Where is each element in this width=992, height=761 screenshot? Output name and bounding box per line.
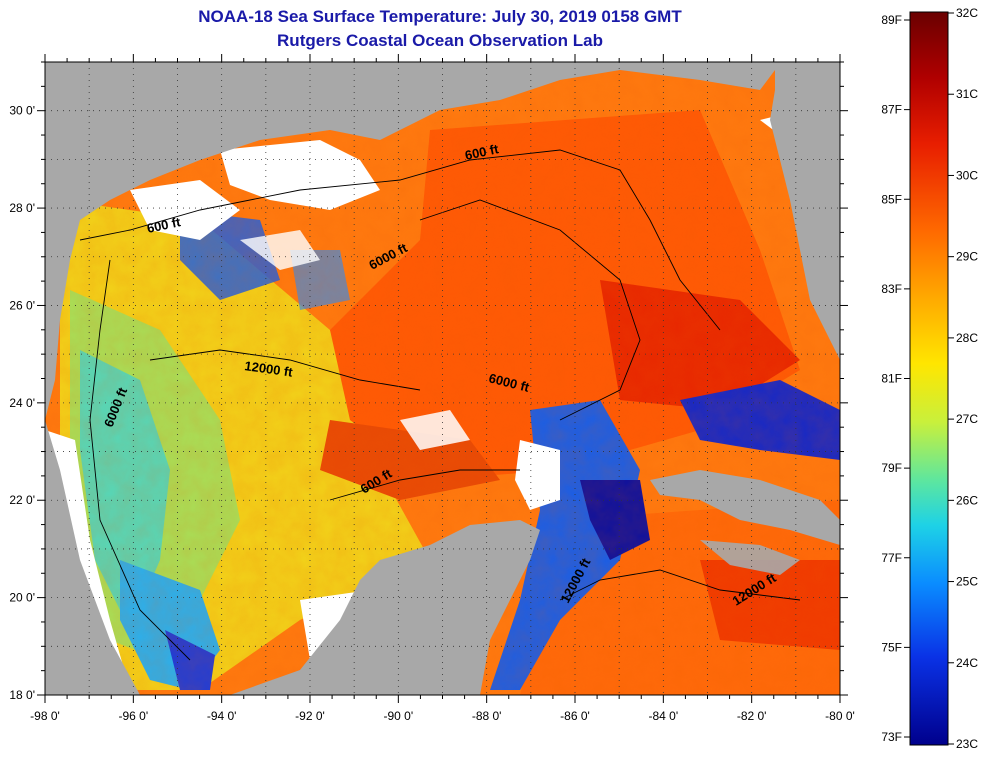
cloud-patch-3	[400, 410, 470, 450]
land-mexico	[45, 420, 140, 695]
colorbar-label-f: 79F	[881, 461, 902, 475]
colorbar-label-c: 31C	[956, 87, 978, 101]
lon-label: -80 0'	[825, 709, 855, 723]
contour-600ft-north	[79, 149, 721, 331]
colorbar-label-f: 75F	[881, 640, 902, 654]
contour-6000ft-east	[419, 199, 641, 421]
colorbar-label-c: 24C	[956, 656, 978, 670]
colorbar-label-c: 23C	[956, 737, 978, 751]
contour-600ft-south	[329, 469, 520, 501]
colorbar-label-f: 85F	[881, 192, 902, 206]
lon-label: -92 0'	[295, 709, 325, 723]
land-isle	[700, 540, 800, 575]
contour-6000ft-west	[89, 259, 191, 661]
lat-label: 22 0'	[9, 493, 35, 507]
cloud-mass-north	[220, 140, 380, 210]
colorbar-label-c: 30C	[956, 168, 978, 182]
contour-12000ft-carib	[559, 569, 801, 601]
contour-12000ft	[149, 349, 421, 391]
lat-label: 24 0'	[9, 396, 35, 410]
colorbar-label-f: 87F	[881, 103, 902, 117]
colorbar-label-c: 28C	[956, 331, 978, 345]
lon-label: -94 0'	[207, 709, 237, 723]
colorbar-celsius-labels: 32C 31C 30C 29C 28C 27C 26C 25C 24C 23C	[948, 6, 978, 751]
colorbar-label-c: 29C	[956, 250, 978, 264]
contour-label-1: 600 ft	[146, 214, 183, 236]
cloud-mass-texas	[130, 180, 240, 240]
lon-label: -90 0'	[384, 709, 414, 723]
lat-label: 26 0'	[9, 298, 35, 312]
lon-label: -96 0'	[119, 709, 149, 723]
lon-label: -82 0'	[737, 709, 767, 723]
lat-axis-labels: 30 0' 28 0' 26 0' 24 0' 22 0' 20 0' 18 0'	[9, 104, 35, 702]
lon-label: -86 0'	[560, 709, 590, 723]
colorbar-fahrenheit-labels: 89F 87F 85F 83F 81F 79F 77F 75F 73F	[881, 13, 910, 744]
colorbar-label-f: 73F	[881, 730, 902, 744]
lat-label: 20 0'	[9, 591, 35, 605]
map-subtitle: Rutgers Coastal Ocean Observation Lab	[277, 31, 603, 50]
colorbar	[909, 11, 949, 746]
contour-label-4: 12000 ft	[244, 358, 295, 380]
lat-label: 30 0'	[9, 104, 35, 118]
land-florida	[770, 62, 840, 360]
land-yucatan	[230, 520, 540, 695]
land-usa	[45, 62, 775, 420]
graticule	[45, 62, 840, 695]
colorbar-label-f: 81F	[881, 372, 902, 386]
map-area	[45, 62, 840, 695]
cloud-patch-2	[515, 440, 560, 510]
colorbar-label-f: 83F	[881, 282, 902, 296]
colorbar-label-f: 89F	[881, 13, 902, 27]
colorbar-label-c: 25C	[956, 575, 978, 589]
lat-label: 28 0'	[9, 201, 35, 215]
cloud-patch-1	[240, 230, 320, 270]
land-cuba	[650, 470, 840, 545]
colorbar-label-c: 32C	[956, 6, 978, 20]
lon-label: -88 0'	[472, 709, 502, 723]
colorbar-label-c: 26C	[956, 493, 978, 507]
colorbar-label-c: 27C	[956, 412, 978, 426]
lon-label: -98 0'	[30, 709, 60, 723]
lon-axis-labels: -98 0' -96 0' -94 0' -92 0' -90 0' -88 0' -86 …	[30, 709, 855, 723]
contour-label-2: 600 ft	[464, 141, 501, 163]
axis-ticks	[37, 54, 848, 703]
colorbar-label-f: 77F	[881, 551, 902, 565]
lon-label: -84 0'	[649, 709, 679, 723]
lat-label: 18 0'	[9, 688, 35, 702]
contour-lines	[79, 149, 801, 661]
map-title: NOAA-18 Sea Surface Temperature: July 30…	[198, 7, 682, 26]
